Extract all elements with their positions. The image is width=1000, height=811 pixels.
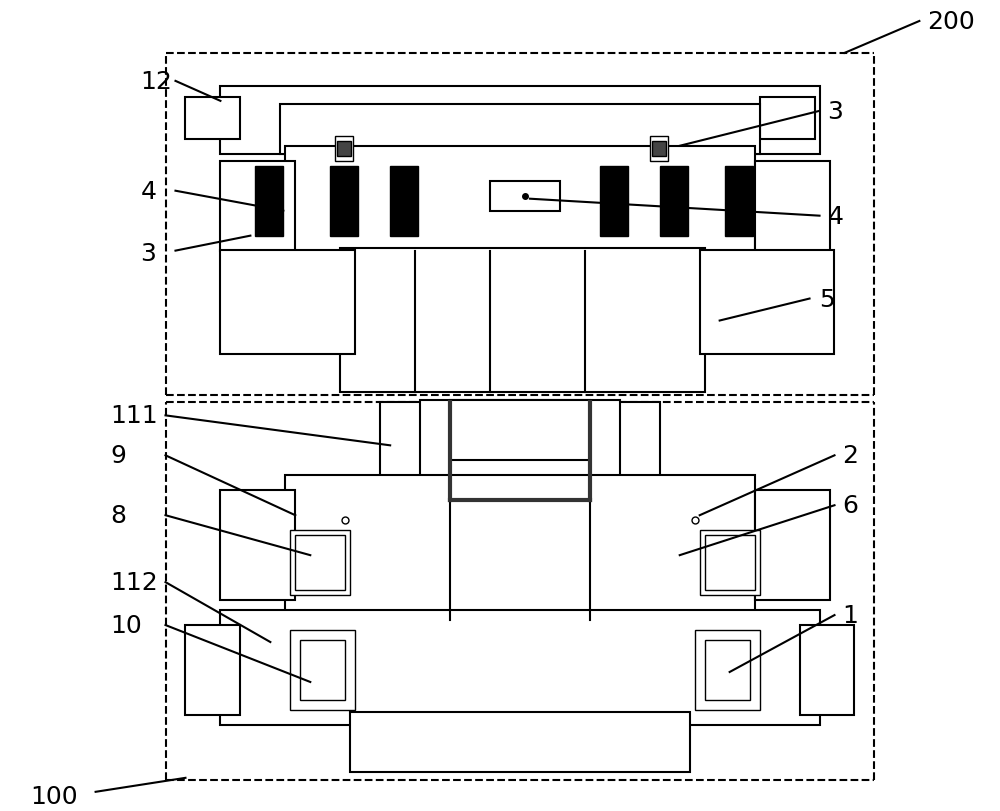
FancyBboxPatch shape (220, 491, 295, 600)
FancyBboxPatch shape (335, 136, 353, 161)
Text: 200: 200 (927, 10, 975, 34)
FancyBboxPatch shape (220, 251, 355, 355)
FancyBboxPatch shape (705, 535, 755, 590)
Text: 112: 112 (111, 570, 158, 594)
Text: 100: 100 (31, 784, 78, 808)
FancyBboxPatch shape (285, 476, 755, 620)
FancyBboxPatch shape (380, 403, 660, 481)
Text: 3: 3 (828, 100, 843, 124)
FancyBboxPatch shape (280, 105, 760, 155)
FancyBboxPatch shape (700, 251, 834, 355)
FancyBboxPatch shape (185, 98, 240, 139)
Text: 111: 111 (111, 404, 158, 428)
FancyBboxPatch shape (420, 401, 620, 500)
FancyBboxPatch shape (290, 530, 350, 595)
FancyBboxPatch shape (255, 166, 283, 236)
FancyBboxPatch shape (490, 182, 560, 212)
FancyBboxPatch shape (330, 166, 358, 236)
FancyBboxPatch shape (800, 625, 854, 715)
FancyBboxPatch shape (695, 630, 760, 710)
FancyBboxPatch shape (450, 401, 590, 461)
FancyBboxPatch shape (660, 166, 688, 236)
Text: 3: 3 (141, 242, 156, 265)
FancyBboxPatch shape (725, 166, 753, 236)
FancyBboxPatch shape (350, 712, 690, 772)
FancyBboxPatch shape (220, 87, 820, 155)
FancyBboxPatch shape (760, 98, 815, 139)
FancyBboxPatch shape (300, 640, 345, 700)
FancyBboxPatch shape (295, 535, 345, 590)
Text: 4: 4 (141, 179, 157, 204)
FancyBboxPatch shape (755, 161, 830, 251)
Text: 10: 10 (111, 613, 142, 637)
Text: 6: 6 (842, 494, 858, 517)
FancyBboxPatch shape (340, 248, 705, 393)
FancyBboxPatch shape (650, 136, 668, 161)
FancyBboxPatch shape (220, 161, 295, 251)
Text: 5: 5 (820, 287, 835, 311)
Text: 4: 4 (828, 204, 844, 229)
FancyBboxPatch shape (185, 625, 240, 715)
FancyBboxPatch shape (220, 611, 820, 725)
Text: 12: 12 (141, 70, 172, 94)
Text: 9: 9 (111, 444, 126, 468)
FancyBboxPatch shape (652, 142, 666, 157)
FancyBboxPatch shape (700, 530, 760, 595)
FancyBboxPatch shape (600, 166, 628, 236)
FancyBboxPatch shape (285, 147, 755, 277)
Text: 8: 8 (111, 504, 127, 528)
Text: 1: 1 (842, 603, 858, 627)
FancyBboxPatch shape (705, 640, 750, 700)
FancyBboxPatch shape (755, 491, 830, 600)
FancyBboxPatch shape (337, 142, 351, 157)
FancyBboxPatch shape (390, 166, 418, 236)
Text: 2: 2 (842, 444, 858, 468)
FancyBboxPatch shape (290, 630, 355, 710)
